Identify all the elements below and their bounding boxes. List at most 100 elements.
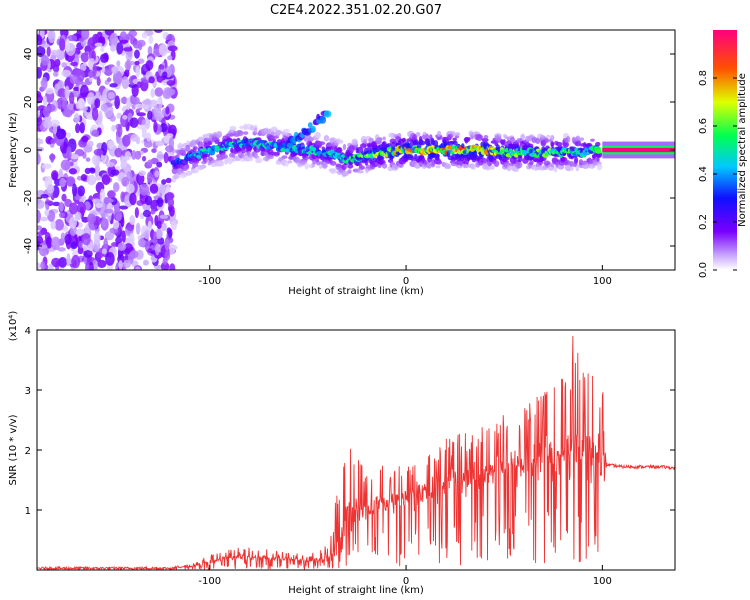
signal-halo <box>467 137 471 141</box>
noise-blob <box>60 159 71 171</box>
signal-halo <box>237 130 244 137</box>
signal-halo <box>461 143 465 149</box>
signal-halo <box>204 153 211 158</box>
colorbar-scale <box>713 30 737 270</box>
noise-blob <box>154 112 163 122</box>
noise-blob <box>80 52 89 63</box>
noise-blob <box>150 88 156 98</box>
signal-halo <box>185 171 193 176</box>
noise-blob <box>164 145 175 153</box>
signal-halo <box>341 163 347 171</box>
signal-halo <box>329 161 337 166</box>
signal-halo <box>203 157 208 163</box>
snr-y-multiplier: (x10⁴) <box>8 311 19 342</box>
noise-blob <box>147 220 152 232</box>
signal-halo <box>229 152 234 158</box>
noise-blob <box>52 123 58 135</box>
signal-halo <box>575 165 580 172</box>
noise-blob <box>54 58 61 67</box>
noise-blob <box>86 174 97 186</box>
signal-halo <box>590 138 595 142</box>
noise-blob <box>40 261 46 270</box>
noise-blob <box>161 179 167 185</box>
noise-blob <box>158 64 165 70</box>
noise-blob <box>44 209 50 217</box>
noise-blob <box>78 240 83 249</box>
x-tick-label: -100 <box>198 576 221 587</box>
signal-halo <box>197 136 204 142</box>
signal-halo <box>287 160 293 164</box>
noise-blob <box>60 232 66 241</box>
noise-blob <box>93 148 104 156</box>
noise-blob <box>52 201 61 207</box>
snr-y-label: SNR (10 * v/v) <box>8 414 19 485</box>
signal-halo <box>376 154 383 161</box>
noise-blob <box>125 200 131 207</box>
signal-halo <box>229 133 234 137</box>
signal-halo <box>550 134 555 141</box>
noise-blob <box>116 42 124 55</box>
noise-blob <box>78 37 85 42</box>
noise-blob <box>126 97 131 111</box>
y-tick-label: -20 <box>23 190 34 206</box>
signal-halo <box>478 134 483 140</box>
noise-blob <box>91 154 101 166</box>
noise-blob <box>156 220 162 230</box>
noise-blob <box>119 205 129 210</box>
signal-halo <box>493 160 500 167</box>
noise-blob <box>70 241 78 249</box>
noise-blob <box>112 220 120 230</box>
noise-blob <box>71 183 78 197</box>
noise-blob <box>64 38 71 53</box>
signal-halo <box>376 137 383 141</box>
noise-blob <box>67 34 78 42</box>
signal-halo <box>433 140 439 148</box>
noise-blob <box>167 55 173 61</box>
signal-halo <box>414 139 419 145</box>
signal-halo <box>342 143 347 151</box>
noise-blob <box>57 247 66 252</box>
signal-halo <box>356 146 364 154</box>
colorbar-tick-label: 0.4 <box>698 166 709 182</box>
noise-blob <box>69 74 80 85</box>
noise-blob <box>87 37 97 51</box>
signal-halo <box>365 168 369 174</box>
colorbar-tick-label: 0.2 <box>698 214 709 230</box>
signal-halo <box>197 164 205 171</box>
signal-halo <box>455 132 461 136</box>
noise-blob <box>99 53 109 63</box>
noise-blob <box>141 132 148 139</box>
noise-blob <box>40 54 50 66</box>
noise-blob <box>87 71 94 79</box>
noise-blob <box>91 129 100 137</box>
x-tick-label: 0 <box>403 276 409 287</box>
signal-halo <box>487 160 492 167</box>
noise-blob <box>69 216 77 229</box>
noise-blob <box>95 202 103 209</box>
noise-blob <box>163 152 169 164</box>
noise-blob <box>73 113 80 124</box>
noise-blob <box>137 124 147 130</box>
noise-blob <box>107 91 115 100</box>
noise-blob <box>37 231 45 236</box>
noise-blob <box>78 98 86 110</box>
signal-halo <box>322 161 328 169</box>
signal-halo <box>212 136 218 141</box>
noise-blob <box>162 71 168 78</box>
signal-halo <box>281 155 288 159</box>
noise-blob <box>41 76 48 90</box>
y-tick-label: 20 <box>23 96 34 109</box>
signal-halo <box>543 160 551 166</box>
noise-blob <box>107 140 115 150</box>
signal-halo <box>535 137 541 145</box>
x-tick-label: -100 <box>198 276 221 287</box>
signal-halo <box>412 134 418 142</box>
noise-blob <box>68 103 74 111</box>
noise-blob <box>87 140 94 147</box>
signal-halo <box>470 163 476 170</box>
noise-blob <box>122 114 128 120</box>
noise-blob <box>80 30 90 40</box>
signal-halo <box>207 156 213 162</box>
signal-halo <box>400 138 406 142</box>
signal-halo <box>450 157 457 162</box>
